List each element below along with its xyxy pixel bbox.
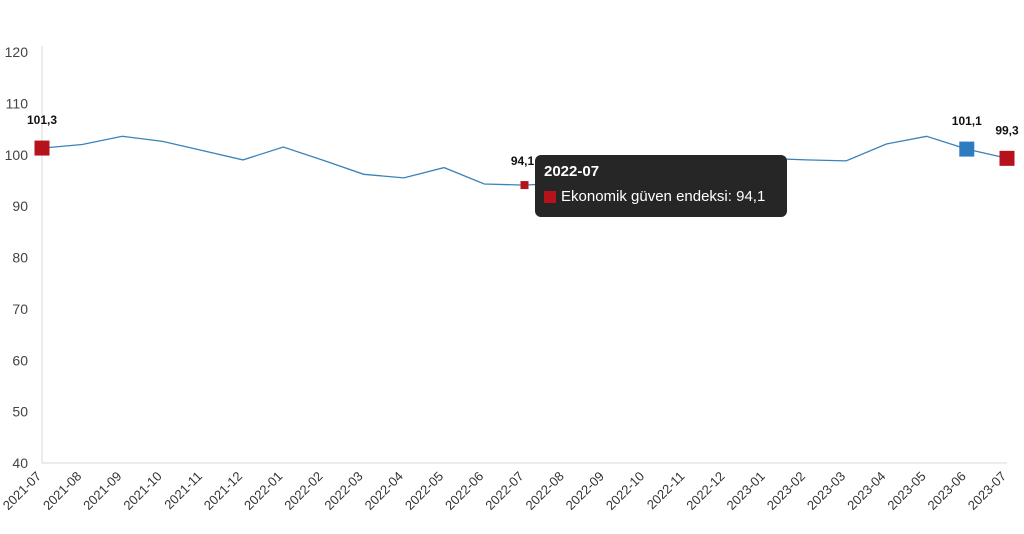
x-tick-label: 2022-01 — [241, 469, 285, 513]
x-tick-label: 2022-08 — [522, 469, 566, 513]
y-tick-label: 40 — [12, 455, 28, 471]
x-tick-label: 2023-05 — [884, 469, 928, 513]
tooltip: 2022-07 Ekonomik güven endeksi: 94,1 — [535, 155, 787, 217]
x-tick-label: 2023-07 — [965, 469, 1009, 513]
x-tick-label: 2021-09 — [80, 469, 124, 513]
x-axis: 2021-072021-082021-092021-102021-112021-… — [0, 462, 1009, 513]
tooltip-title: 2022-07 — [544, 163, 600, 180]
x-tick-label: 2022-12 — [683, 469, 727, 513]
data-point-marker[interactable] — [999, 150, 1015, 166]
x-tick-label: 2021-08 — [40, 469, 84, 513]
y-tick-label: 90 — [12, 198, 28, 214]
x-tick-label: 2022-04 — [362, 469, 406, 513]
x-tick-label: 2023-06 — [925, 469, 969, 513]
y-tick-label: 70 — [12, 301, 28, 317]
x-tick-label: 2021-10 — [120, 469, 164, 513]
tooltip-text: Ekonomik güven endeksi: 94,1 — [561, 188, 766, 205]
x-tick-label: 2021-07 — [0, 469, 44, 513]
y-tick-label: 80 — [12, 250, 28, 266]
y-tick-label: 50 — [12, 404, 28, 420]
x-tick-label: 2023-02 — [764, 469, 808, 513]
data-label: 101,3 — [27, 113, 57, 127]
x-tick-label: 2022-10 — [603, 469, 647, 513]
x-tick-label: 2021-11 — [161, 469, 205, 513]
x-tick-label: 2022-02 — [281, 469, 325, 513]
x-tick-label: 2022-03 — [321, 469, 365, 513]
x-tick-label: 2022-11 — [644, 469, 688, 513]
data-point-marker[interactable] — [34, 140, 50, 156]
x-tick-label: 2022-05 — [402, 469, 446, 513]
data-point-marker[interactable] — [520, 181, 529, 190]
tooltip-row: Ekonomik güven endeksi: 94,1 — [544, 188, 778, 205]
data-label: 94,1 — [511, 154, 535, 168]
data-label: 101,1 — [952, 114, 982, 128]
x-tick-label: 2021-12 — [201, 469, 245, 513]
x-tick-label: 2023-04 — [844, 469, 888, 513]
x-tick-label: 2023-03 — [804, 469, 848, 513]
x-tick-label: 2022-06 — [442, 469, 486, 513]
x-tick-label: 2022-09 — [563, 469, 607, 513]
y-axis: 40 50 60 70 80 90 100 110 120 — [5, 44, 43, 471]
labels-layer: 101,3 94,1 101,1 99,3 — [27, 113, 1019, 168]
x-tick-label: 2022-07 — [482, 469, 526, 513]
y-tick-label: 120 — [5, 44, 29, 60]
markers-layer — [34, 140, 1015, 190]
tooltip-swatch — [544, 190, 556, 203]
data-label: 99,3 — [995, 123, 1019, 137]
data-point-marker[interactable] — [959, 141, 975, 157]
y-tick-label: 100 — [5, 147, 29, 163]
y-tick-label: 110 — [6, 95, 29, 111]
x-tick-label: 2023-01 — [724, 469, 768, 513]
y-tick-label: 60 — [12, 352, 28, 368]
